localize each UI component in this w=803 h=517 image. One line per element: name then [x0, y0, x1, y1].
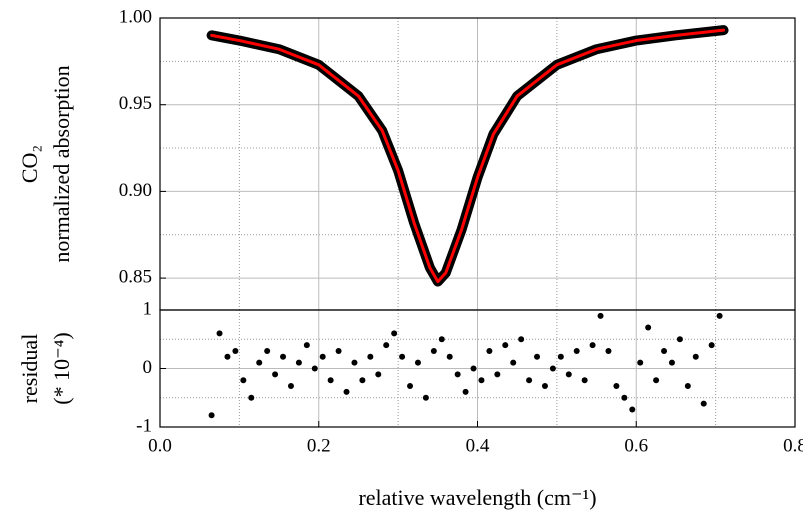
residual-point	[232, 347, 239, 354]
y-tick-label: 0.90	[119, 180, 152, 201]
residual-point	[407, 383, 414, 390]
residual-point	[208, 412, 215, 419]
residual-point	[573, 347, 580, 354]
residual-point	[454, 371, 461, 378]
residual-point	[240, 377, 247, 384]
residual-point	[700, 400, 707, 407]
residual-point	[581, 377, 588, 384]
residual-point	[335, 347, 342, 354]
x-tick-label: 0.2	[307, 435, 331, 456]
plot-frame	[159, 309, 796, 428]
residual-point	[565, 371, 572, 378]
residual-point	[613, 383, 620, 390]
residual-point	[295, 359, 302, 366]
residual-point	[653, 377, 660, 384]
residual-point	[216, 330, 223, 337]
residual-point	[303, 342, 310, 349]
residual-point	[510, 359, 517, 366]
y-tick-label: 1	[143, 298, 153, 319]
residual-point	[470, 365, 477, 372]
y-tick-label: 0	[143, 357, 153, 378]
y-axis-label: (* 10⁻⁴)	[49, 332, 74, 404]
residual-point	[518, 336, 525, 343]
residual-point	[526, 377, 533, 384]
residual-point	[661, 347, 668, 354]
residual-point	[589, 342, 596, 349]
residual-point	[287, 383, 294, 390]
residual-point	[676, 336, 683, 343]
residual-point	[534, 353, 541, 360]
residual-point	[629, 406, 636, 413]
x-tick-label: 0.0	[148, 435, 172, 456]
residual-point	[248, 394, 255, 401]
residual-point	[446, 353, 453, 360]
y-tick-label: 0.95	[119, 93, 152, 114]
residual-point	[549, 365, 556, 372]
residual-point	[645, 324, 652, 331]
residual-point	[256, 359, 263, 366]
measured-line	[206, 25, 729, 287]
x-tick-label: 0.4	[466, 435, 490, 456]
y-axis-label: residual	[17, 334, 42, 404]
residual-point	[351, 359, 358, 366]
residual-point	[541, 383, 548, 390]
residual-point	[502, 342, 509, 349]
residual-point	[557, 353, 564, 360]
residual-point	[367, 353, 374, 360]
residual-point	[311, 365, 318, 372]
residual-point	[224, 353, 231, 360]
residual-point	[605, 347, 612, 354]
residual-point	[399, 353, 406, 360]
x-tick-label: 0.8	[783, 435, 803, 456]
residual-point	[327, 377, 334, 384]
residual-point	[343, 388, 350, 395]
residual-point	[692, 353, 699, 360]
residual-point	[383, 342, 390, 349]
y-axis-label: normalized absorption	[49, 65, 74, 262]
residual-point	[621, 394, 628, 401]
y-tick-label: 0.85	[119, 266, 152, 287]
residual-point	[359, 377, 366, 384]
residual-point	[708, 342, 715, 349]
residual-point	[422, 394, 429, 401]
residual-point	[478, 377, 485, 384]
residual-point	[597, 312, 604, 319]
residual-point	[264, 347, 271, 354]
residual-point	[494, 371, 501, 378]
x-tick-label: 0.6	[624, 435, 648, 456]
residual-point	[430, 347, 437, 354]
residual-point	[391, 330, 398, 337]
residual-point	[375, 371, 382, 378]
residual-point	[486, 347, 493, 354]
y-tick-label: -1	[136, 415, 152, 436]
residual-point	[668, 359, 675, 366]
residual-point	[462, 388, 469, 395]
x-axis-label: relative wavelength (cm⁻¹)	[358, 485, 596, 510]
y-tick-label: 1.00	[119, 6, 152, 27]
residual-point	[637, 359, 644, 366]
residual-point	[319, 353, 326, 360]
residual-point	[684, 383, 691, 390]
residual-point	[280, 353, 287, 360]
fit-line	[210, 28, 726, 284]
residual-point	[272, 371, 279, 378]
residual-point	[414, 359, 421, 366]
residual-point	[438, 336, 445, 343]
residual-point	[716, 312, 723, 319]
y-axis-label: CO₂	[17, 145, 42, 183]
